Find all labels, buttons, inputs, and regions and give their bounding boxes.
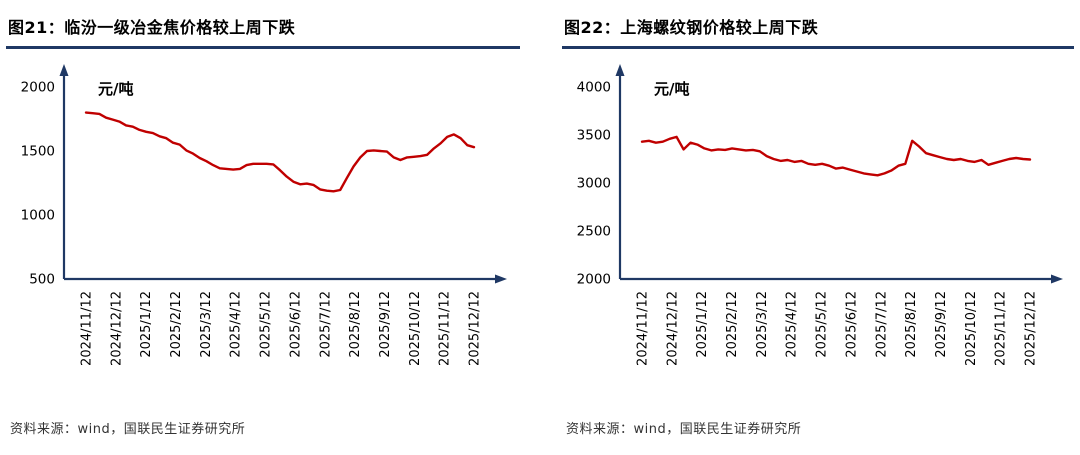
y-tick-label: 1500 (21, 144, 55, 160)
x-tick-label: 2025/5/12 (259, 291, 274, 358)
x-tick-label: 2025/10/12 (964, 291, 979, 366)
source-note: 资料来源：wind，国联民生证券研究所 (10, 422, 246, 437)
y-tick-label: 4000 (577, 80, 611, 96)
x-axis-arrow-icon (495, 274, 507, 284)
x-tick-label: 2024/11/12 (80, 291, 95, 366)
x-tick-label: 2025/10/12 (408, 291, 423, 366)
y-tick-label: 2500 (577, 224, 611, 240)
x-tick-label: 2025/4/12 (785, 291, 800, 358)
y-tick-label: 2000 (577, 272, 611, 288)
price-line (84, 111, 476, 193)
y-axis-unit-label: 元/吨 (654, 80, 689, 98)
x-tick-label: 2025/1/12 (695, 291, 710, 358)
x-tick-label: 2025/9/12 (378, 291, 393, 358)
y-tick-label: 3000 (577, 176, 611, 192)
source-note: 资料来源：wind，国联民生证券研究所 (566, 422, 802, 437)
x-axis-arrow-icon (1051, 274, 1063, 284)
x-tick-label: 2025/6/12 (288, 291, 303, 358)
x-tick-label: 2025/5/12 (815, 291, 830, 358)
x-tick-label: 2024/11/12 (636, 291, 651, 366)
rebar-price-line-chart: 2000 2500 3000 3500 4000 元/吨 2024/11/12 2024/12… (577, 64, 1063, 366)
x-tick-label: 2025/2/12 (169, 291, 184, 358)
chart-title: 图22：上海螺纹钢价格较上周下跌 (564, 18, 819, 37)
price-line (640, 135, 1032, 177)
chart-title-block: 图21：临汾一级冶金焦价格较上周下跌 (6, 12, 520, 49)
x-tick-label: 2025/8/12 (348, 291, 363, 358)
y-tick-label: 1000 (21, 208, 55, 224)
x-tick-label: 2025/8/12 (904, 291, 919, 358)
x-tick-label: 2025/7/12 (874, 291, 889, 358)
x-tick-label: 2025/4/12 (229, 291, 244, 358)
x-tick-label: 2024/12/12 (665, 291, 680, 366)
coke-price-line-chart: 500 1000 1500 2000 元/吨 2024/11/12 2024/12/12 20… (21, 64, 507, 366)
x-tick-label: 2025/6/12 (844, 291, 859, 358)
x-tick-label: 2025/3/12 (199, 291, 214, 358)
y-axis-arrow-icon (59, 64, 69, 76)
x-tick-label: 2025/3/12 (755, 291, 770, 358)
chart-title-block: 图22：上海螺纹钢价格较上周下跌 (562, 12, 1074, 49)
chart-title: 图21：临汾一级冶金焦价格较上周下跌 (8, 18, 296, 37)
panel-coke-price: 图21：临汾一级冶金焦价格较上周下跌 500 1000 1500 2000 元/吨 202… (6, 12, 520, 437)
y-axis-unit-label: 元/吨 (98, 80, 133, 98)
y-tick-label: 2000 (21, 80, 55, 96)
x-tick-label: 2025/7/12 (318, 291, 333, 358)
x-tick-label: 2025/12/12 (1024, 291, 1039, 366)
x-tick-label: 2025/1/12 (139, 291, 154, 358)
x-tick-label: 2024/12/12 (109, 291, 124, 366)
x-tick-label: 2025/11/12 (994, 291, 1009, 366)
y-tick-label: 3500 (577, 128, 611, 144)
panel-rebar-price: 图22：上海螺纹钢价格较上周下跌 2000 2500 3000 3500 4000 元/吨… (540, 0, 1080, 455)
x-tick-label: 2025/12/12 (468, 291, 483, 366)
x-tick-label: 2025/2/12 (725, 291, 740, 358)
x-tick-label: 2025/11/12 (438, 291, 453, 366)
x-tick-label: 2025/9/12 (934, 291, 949, 358)
y-tick-label: 500 (29, 272, 55, 288)
y-axis-arrow-icon (615, 64, 625, 76)
